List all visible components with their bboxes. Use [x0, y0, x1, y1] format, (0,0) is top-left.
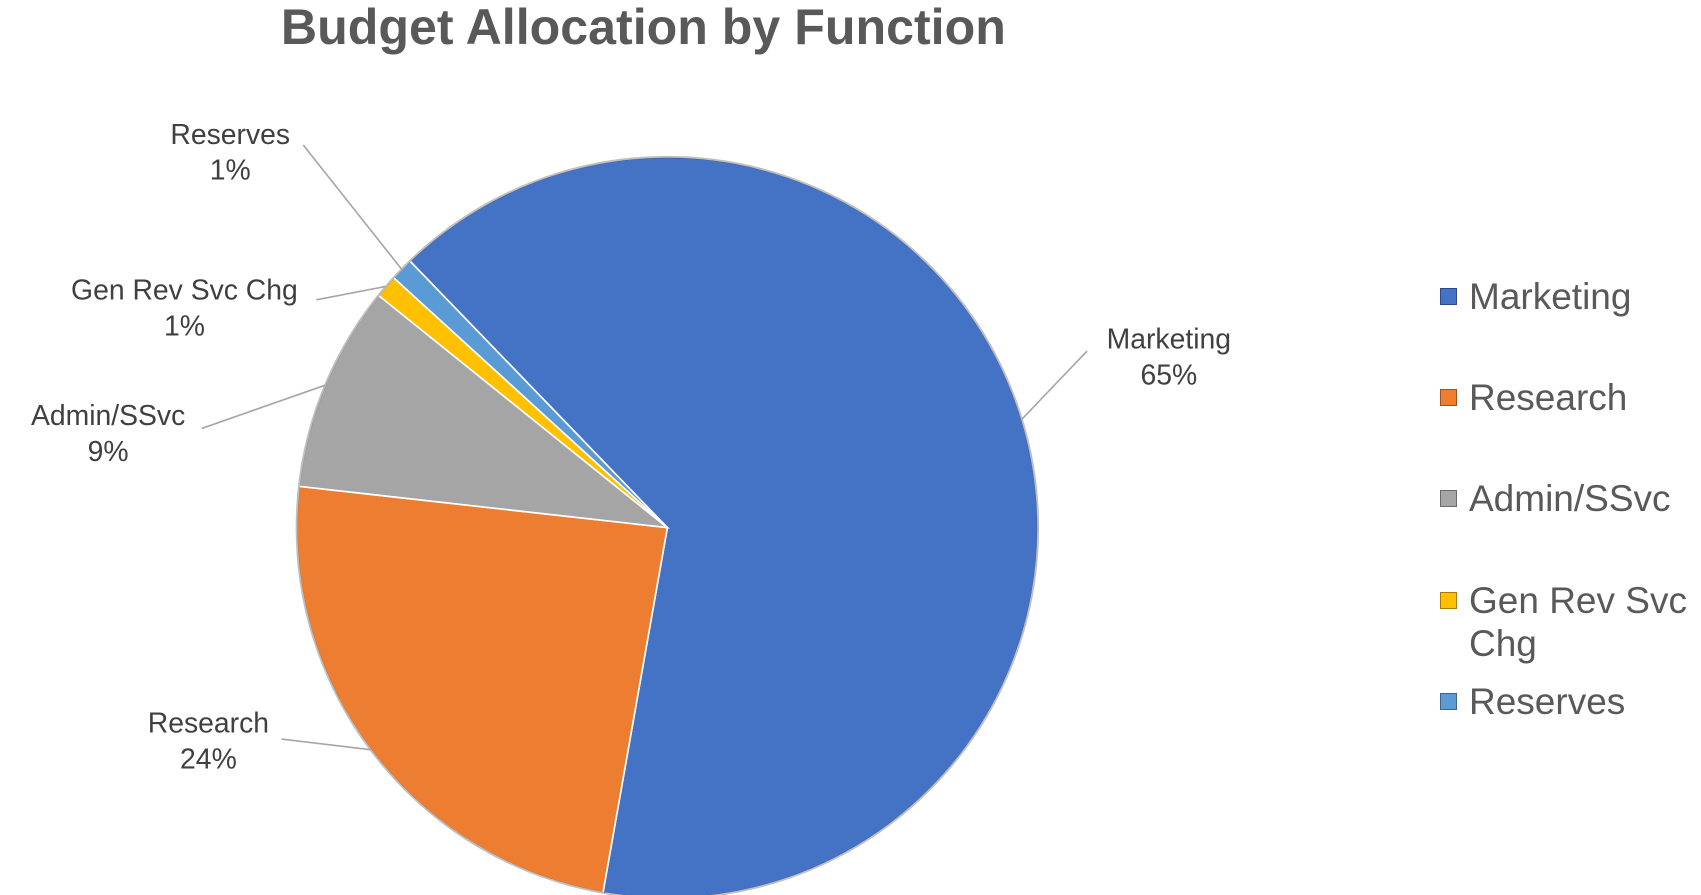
data-label-name: Gen Rev Svc Chg	[71, 275, 298, 307]
chart-title: Budget Allocation by Function	[281, 0, 1006, 55]
legend-item: Gen Rev Svc Chg	[1440, 579, 1699, 665]
legend-swatch	[1440, 287, 1457, 305]
legend-swatch	[1440, 693, 1457, 711]
legend-label: Research	[1469, 376, 1628, 418]
pie-shade	[295, 156, 1039, 895]
pie-slice	[408, 156, 1039, 895]
legend-label: Reserves	[1469, 681, 1626, 723]
data-label-value: 24%	[180, 743, 237, 775]
leader-line	[281, 738, 371, 751]
leader-line	[316, 285, 387, 301]
leader-line	[302, 144, 403, 270]
legend-item: Research	[1440, 376, 1699, 419]
legend-swatch	[1440, 490, 1457, 508]
data-label-name: Reserves	[170, 119, 290, 151]
legend-item: Admin/SSvc	[1440, 477, 1699, 520]
legend-label: Gen Rev Svc Chg	[1469, 579, 1687, 664]
leader-line	[201, 384, 326, 430]
legend-item: Marketing	[1440, 275, 1699, 318]
leader-line	[1021, 350, 1088, 420]
legend-item: Reserves	[1440, 680, 1699, 723]
data-label-value: 1%	[164, 311, 205, 343]
legend-swatch	[1440, 388, 1457, 406]
legend-label: Marketing	[1469, 275, 1632, 317]
data-label-value: 9%	[88, 436, 129, 468]
legend-label: Admin/SSvc	[1469, 478, 1671, 520]
data-label-name: Marketing	[1107, 324, 1231, 356]
data-label-value: 65%	[1140, 360, 1197, 392]
legend-swatch	[1440, 591, 1457, 609]
pie-slice	[295, 485, 669, 894]
data-label-value: 1%	[210, 155, 251, 187]
data-label-name: Admin/SSvc	[31, 400, 185, 432]
data-label-name: Research	[148, 707, 269, 739]
